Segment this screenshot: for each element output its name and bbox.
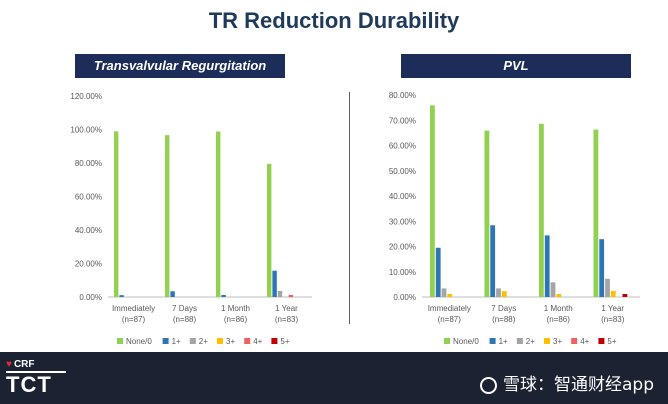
bar bbox=[165, 135, 170, 297]
x-tick-label: Immediately bbox=[112, 304, 155, 313]
legend-label: None/0 bbox=[453, 337, 479, 346]
x-tick-label: 1 Month bbox=[221, 304, 250, 313]
y-tick-label: 20.00% bbox=[389, 243, 416, 252]
x-tick-label: (n=87) bbox=[122, 315, 146, 324]
bar bbox=[605, 278, 610, 297]
x-tick-label: 7 Days bbox=[172, 304, 197, 313]
bar bbox=[544, 235, 550, 297]
bar bbox=[593, 129, 599, 297]
x-tick-label: 1 Year bbox=[275, 304, 298, 313]
legend-swatch bbox=[544, 338, 550, 344]
bar bbox=[539, 123, 544, 297]
y-tick-label: 60.00% bbox=[389, 142, 416, 151]
footer-bar: ♥ CRF TCT 雪球：智通财经app bbox=[0, 352, 668, 404]
legend-label: 2+ bbox=[526, 337, 535, 346]
legend-label: None/0 bbox=[126, 337, 152, 346]
page-title: TR Reduction Durability bbox=[208, 8, 460, 33]
crf-label: CRF bbox=[13, 359, 35, 370]
watermark-text: 雪球：智通财经app bbox=[503, 375, 654, 395]
watermark: 雪球：智通财经app bbox=[480, 370, 654, 395]
heart-icon: ♥ bbox=[6, 359, 12, 370]
bar bbox=[170, 291, 175, 297]
legend-label: 5+ bbox=[280, 337, 289, 346]
y-tick-label: 20.00% bbox=[75, 260, 102, 269]
x-tick-label: 1 Month bbox=[544, 304, 573, 313]
x-tick-label: (n=86) bbox=[547, 315, 571, 324]
x-tick-label: (n=86) bbox=[224, 315, 248, 324]
legend-label: 1+ bbox=[172, 337, 181, 346]
x-tick-label: (n=87) bbox=[438, 315, 462, 324]
bar bbox=[430, 105, 435, 297]
legend-label: 5+ bbox=[607, 337, 616, 346]
legend-swatch bbox=[271, 338, 278, 344]
bar bbox=[496, 288, 501, 297]
y-tick-label: 0.00% bbox=[79, 293, 102, 302]
y-tick-label: 30.00% bbox=[389, 217, 416, 226]
legend-swatch bbox=[244, 338, 251, 344]
x-tick-label: (n=88) bbox=[492, 315, 516, 324]
y-tick-label: 60.00% bbox=[75, 193, 102, 202]
legend-swatch bbox=[489, 338, 496, 344]
legend-label: 2+ bbox=[199, 337, 208, 346]
bar bbox=[441, 288, 447, 297]
legend-swatch bbox=[217, 338, 223, 344]
bar bbox=[490, 225, 496, 297]
x-tick-label: (n=83) bbox=[275, 315, 299, 324]
bar bbox=[277, 290, 283, 297]
legend-swatch bbox=[571, 338, 578, 344]
y-tick-label: 80.00% bbox=[389, 91, 416, 100]
x-tick-label: Immediately bbox=[428, 304, 471, 313]
bar bbox=[599, 239, 605, 297]
crf-logo: ♥ CRF bbox=[6, 359, 35, 370]
bar bbox=[484, 130, 490, 297]
bar bbox=[610, 290, 616, 297]
bar bbox=[288, 294, 293, 297]
legend-label: 1+ bbox=[499, 337, 508, 346]
y-tick-label: 70.00% bbox=[389, 116, 416, 125]
legend-label: 3+ bbox=[553, 337, 562, 346]
bar bbox=[556, 293, 562, 297]
y-tick-label: 40.00% bbox=[75, 226, 102, 235]
legend-swatch bbox=[598, 338, 605, 344]
legend-swatch bbox=[516, 338, 523, 344]
bar bbox=[119, 295, 124, 297]
bar bbox=[221, 294, 226, 297]
y-tick-label: 80.00% bbox=[75, 159, 102, 168]
legend-swatch bbox=[117, 338, 123, 344]
x-tick-label: 1 Year bbox=[601, 304, 624, 313]
y-tick-label: 40.00% bbox=[389, 192, 416, 201]
legend-swatch bbox=[189, 338, 196, 344]
y-tick-label: 120.00% bbox=[70, 92, 102, 101]
x-tick-label: (n=88) bbox=[173, 315, 197, 324]
x-tick-label: (n=83) bbox=[601, 315, 625, 324]
bar bbox=[550, 282, 556, 297]
y-tick-label: 100.00% bbox=[70, 126, 102, 135]
chart-title-right: PVL bbox=[401, 54, 631, 78]
legend-swatch bbox=[162, 338, 169, 344]
legend-label: 4+ bbox=[253, 337, 262, 346]
bar bbox=[216, 131, 221, 297]
legend-swatch bbox=[444, 338, 450, 344]
bar bbox=[114, 131, 119, 297]
bar bbox=[501, 291, 507, 297]
chart-title-left: Transvalvular Regurgitation bbox=[75, 54, 285, 78]
bar bbox=[272, 270, 277, 297]
y-tick-label: 50.00% bbox=[389, 167, 416, 176]
panel-divider bbox=[349, 92, 350, 324]
tct-logo: TCT bbox=[6, 372, 52, 397]
legend-label: 4+ bbox=[580, 337, 589, 346]
snowball-icon bbox=[480, 376, 497, 394]
x-tick-label: 7 Days bbox=[491, 304, 516, 313]
bar bbox=[435, 247, 441, 297]
logo-rule bbox=[6, 371, 66, 373]
legend-label: 3+ bbox=[226, 337, 235, 346]
bar bbox=[622, 293, 628, 297]
y-tick-label: 0.00% bbox=[393, 293, 416, 302]
bar bbox=[447, 293, 453, 297]
y-tick-label: 10.00% bbox=[389, 268, 416, 277]
bar bbox=[267, 163, 272, 297]
